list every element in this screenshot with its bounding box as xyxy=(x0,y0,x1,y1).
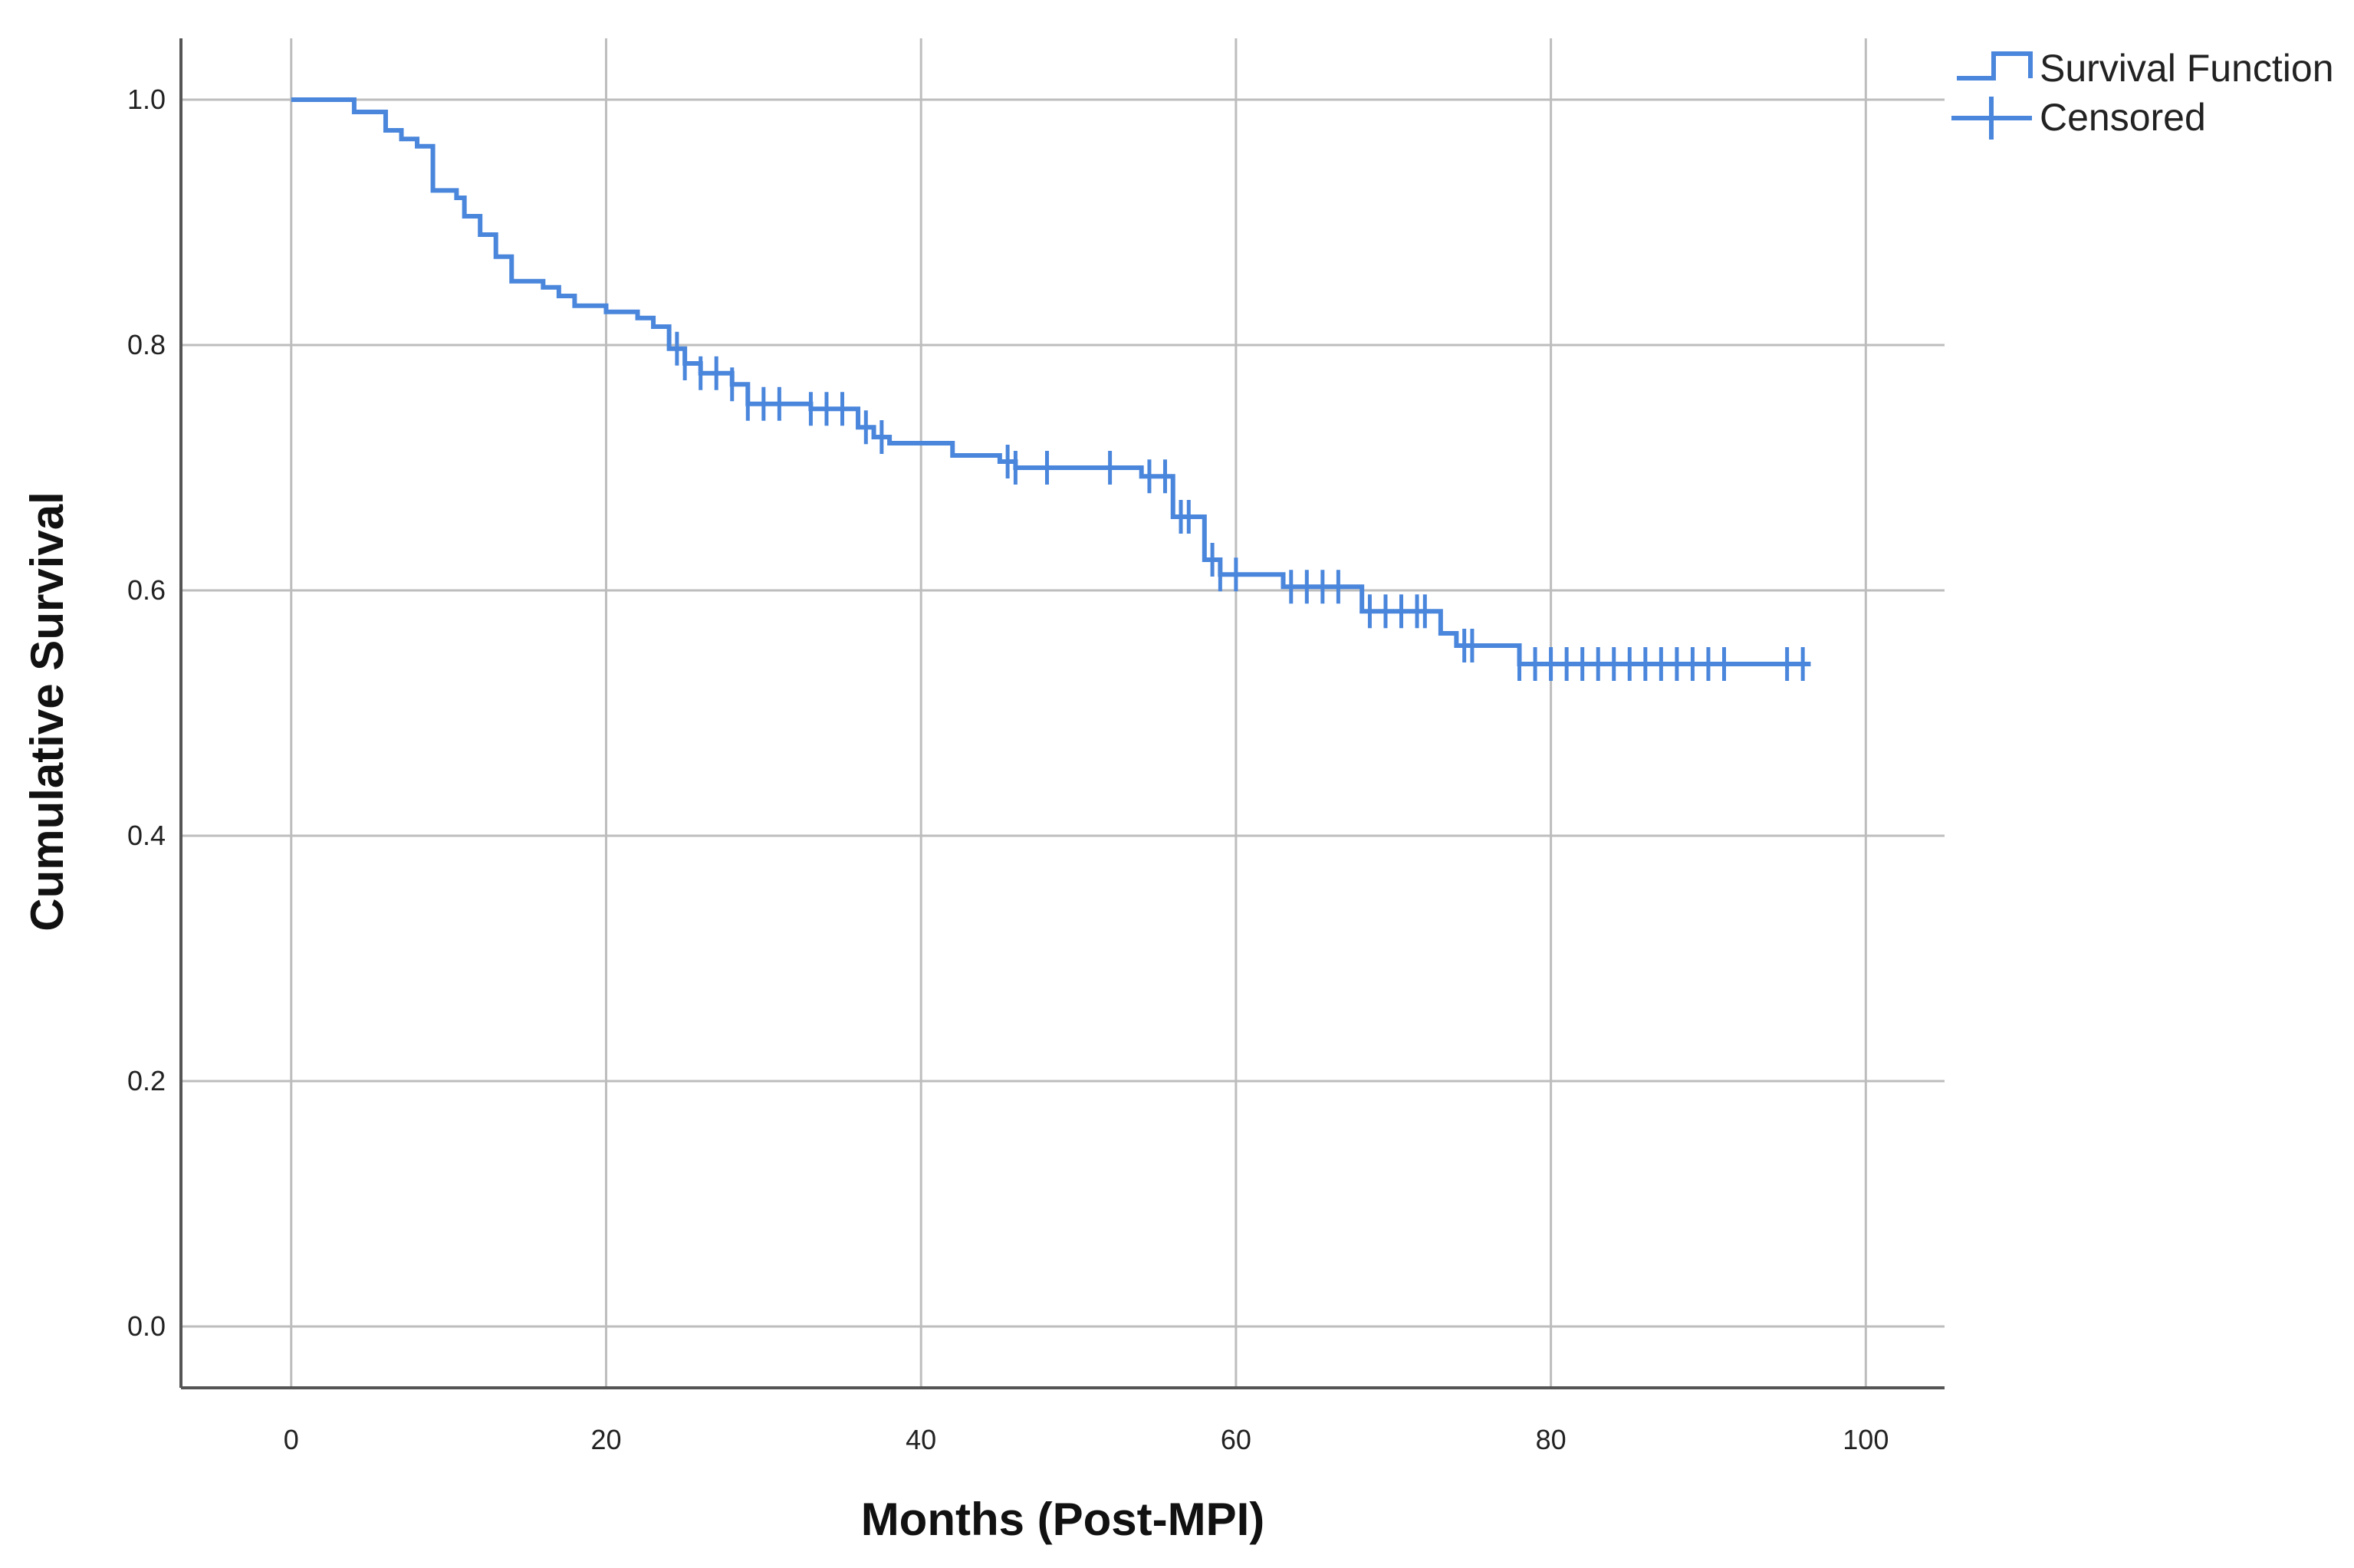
y-tick-label: 0.0 xyxy=(127,1310,166,1342)
x-tick-label: 100 xyxy=(1843,1424,1889,1455)
legend: Survival Function Censored xyxy=(1951,47,2334,140)
x-tick-label: 40 xyxy=(906,1424,936,1455)
gridlines xyxy=(181,38,1945,1388)
x-tick-label: 80 xyxy=(1536,1424,1567,1455)
x-axis-title: Months (Post-MPI) xyxy=(861,1494,1265,1545)
legend-censored-label: Censored xyxy=(2040,96,2206,139)
y-tick-label: 0.8 xyxy=(127,329,166,360)
axes xyxy=(179,38,1945,1389)
legend-survival-label: Survival Function xyxy=(2040,47,2334,90)
x-tick-label: 20 xyxy=(590,1424,621,1455)
x-tick-labels: 0 20 40 60 80 100 xyxy=(284,1424,1889,1455)
series-layer xyxy=(291,97,1811,666)
y-tick-label: 0.4 xyxy=(127,820,166,851)
x-tick-label: 60 xyxy=(1221,1424,1251,1455)
y-tick-label: 0.6 xyxy=(127,574,166,606)
censored-marks xyxy=(675,331,1805,681)
survival-function-line xyxy=(291,97,1811,666)
y-tick-labels: 0.0 0.2 0.4 0.6 0.8 1.0 xyxy=(127,84,166,1342)
y-tick-label: 1.0 xyxy=(127,84,166,115)
x-tick-label: 0 xyxy=(284,1424,299,1455)
y-axis-title: Cumulative Survival xyxy=(21,491,73,932)
legend-survival-swatch xyxy=(1957,51,2033,81)
y-tick-label: 0.2 xyxy=(127,1065,166,1096)
